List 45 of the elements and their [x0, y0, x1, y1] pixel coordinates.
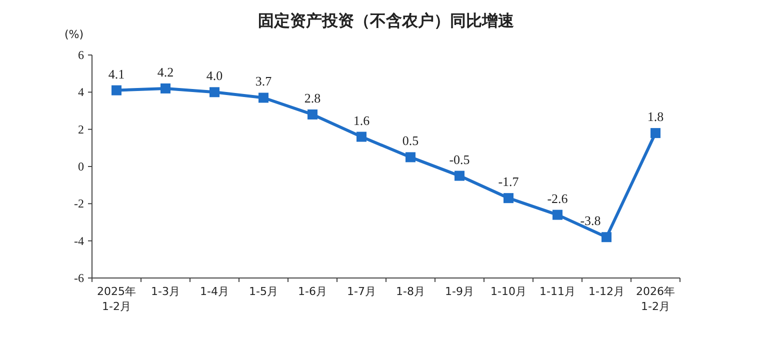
data-label: 4.0	[206, 68, 223, 84]
y-tick-label: -2	[74, 196, 84, 211]
y-tick-label: 2	[78, 122, 84, 136]
point	[504, 193, 514, 204]
x-tick-label: 2026年 1-2月	[636, 285, 675, 313]
point	[406, 152, 416, 162]
x-tick-label: 1-7月	[347, 285, 376, 298]
data-label: -1.7	[498, 174, 520, 190]
x-tick-label: 2025年 1-2月	[97, 285, 136, 313]
data-label: 3.7	[255, 74, 272, 89]
point	[454, 170, 464, 181]
point	[308, 109, 318, 120]
y-tick-label: 0	[78, 160, 84, 174]
y-tick-label: -6	[74, 271, 84, 285]
x-tick-label: 1-9月	[445, 285, 474, 298]
data-label: -2.6	[547, 190, 568, 206]
x-tick-label: 1-12月	[588, 285, 624, 298]
x-tick-label: 1-4月	[200, 285, 229, 298]
y-tick-label: -4	[74, 234, 84, 248]
data-label: 1.6	[353, 112, 370, 128]
data-label: 0.5	[402, 133, 419, 148]
data-label: -3.8	[580, 213, 601, 228]
point	[258, 92, 268, 103]
x-tick-label: 1-11月	[540, 285, 576, 298]
data-label: 2.8	[304, 90, 321, 106]
point	[356, 132, 366, 142]
y-tick-label: 6	[78, 48, 84, 62]
data-label: 1.8	[647, 109, 664, 124]
data-label: -0.5	[449, 152, 470, 167]
x-tick-label: 1-6月	[298, 285, 327, 298]
point	[552, 210, 562, 220]
y-axis-title: (%)	[64, 28, 84, 41]
x-tick-label: 1-3月	[151, 285, 180, 298]
data-label: 4.1	[108, 66, 125, 82]
point	[112, 85, 122, 96]
chart-title: 固定资产投资（不含农户）同比增速	[258, 11, 515, 30]
point	[602, 232, 612, 242]
y-tick-label: 4	[78, 85, 84, 100]
x-tick-label: 1-8月	[396, 285, 425, 298]
x-tick-label: 1-10月	[490, 285, 526, 298]
x-tick-label: 1-5月	[249, 285, 278, 298]
data-label: 4.2	[157, 64, 174, 80]
point	[650, 128, 660, 138]
point	[160, 83, 170, 94]
point	[210, 87, 220, 98]
